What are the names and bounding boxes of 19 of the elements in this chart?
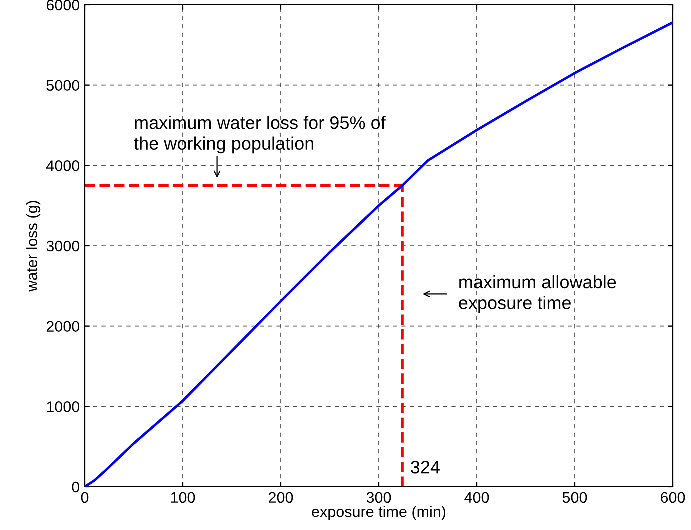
x-tick-label: 100 — [171, 492, 196, 504]
y-axis-title: water loss (g) — [26, 201, 41, 292]
x-tick-label: 600 — [661, 492, 686, 504]
y-tick-label: 2000 — [46, 321, 80, 332]
x-tick-label: 400 — [464, 492, 490, 504]
y-tick-label: 6000 — [46, 0, 80, 11]
annotation: maximum water loss for 95% of the working population — [134, 116, 386, 154]
x-tick-label: 200 — [269, 492, 294, 504]
ref-line-label: 324 — [411, 461, 440, 474]
x-tick-label: 500 — [562, 492, 588, 504]
y-tick-label: 3000 — [46, 240, 80, 252]
y-tick-label: 4000 — [46, 160, 80, 172]
y-tick-label: 5000 — [46, 80, 80, 92]
annotation: maximum allowable exposure time — [459, 275, 616, 313]
y-tick-label: 0 — [72, 482, 80, 493]
x-tick-label: 0 — [81, 492, 89, 504]
x-axis-title: exposure time (min) — [312, 506, 446, 520]
y-tick-label: 1000 — [47, 402, 80, 412]
x-tick-label: 300 — [366, 492, 392, 504]
